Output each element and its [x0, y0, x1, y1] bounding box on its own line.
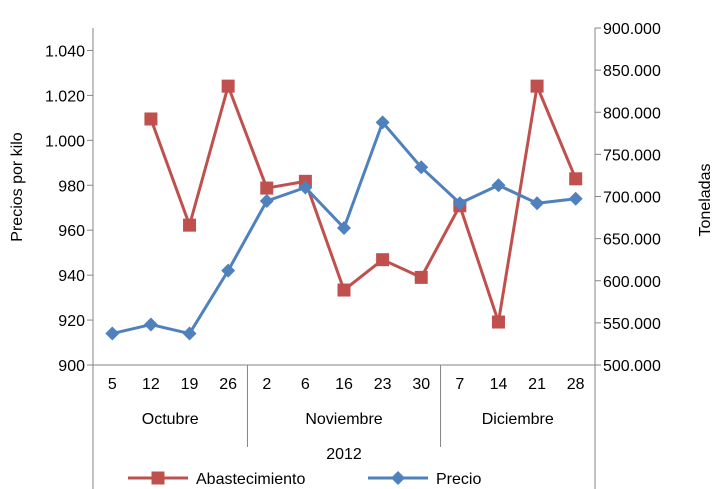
y-left-tick-label: 1.000: [45, 133, 85, 150]
series-abastecimiento: [144, 79, 583, 329]
x-tick-label: 2: [262, 376, 271, 393]
data-point: [337, 283, 351, 297]
y-right-tick-label: 900.000: [603, 21, 661, 38]
data-point: [182, 326, 197, 341]
y-left-tick-label: 940: [58, 268, 85, 285]
legend-marker: [151, 471, 165, 485]
data-point: [414, 160, 429, 175]
data-point: [337, 220, 351, 235]
x-tick-label: 6: [301, 376, 310, 393]
data-point: [144, 112, 158, 126]
y-right-tick-label: 500.000: [603, 358, 661, 375]
x-group-label: Noviembre: [305, 411, 382, 428]
x-year-label: 2012: [326, 446, 362, 463]
y-left-tick-label: 920: [58, 313, 85, 330]
data-point: [530, 79, 544, 93]
y-right-tick-label: 700.000: [603, 190, 661, 207]
data-point: [376, 253, 390, 267]
data-point: [414, 270, 428, 284]
x-tick-label: 28: [567, 376, 585, 393]
y-right-tick-label: 600.000: [603, 274, 661, 291]
x-group-label: Diciembre: [482, 411, 554, 428]
data-point: [221, 263, 236, 278]
x-tick-label: 19: [181, 376, 199, 393]
data-point: [452, 196, 467, 211]
data-point: [530, 196, 545, 211]
y-left-tick-label: 980: [58, 178, 85, 195]
y-left-tick-label: 1.040: [45, 43, 85, 60]
y-right-tick-label: 650.000: [603, 232, 661, 249]
data-point: [183, 218, 197, 232]
x-tick-label: 16: [335, 376, 353, 393]
x-tick-label: 14: [490, 376, 508, 393]
y-axis-right-label: Toneladas: [697, 164, 714, 237]
y-right-tick-label: 750.000: [603, 147, 661, 164]
data-point: [568, 191, 583, 206]
data-point: [259, 193, 274, 208]
data-point: [143, 317, 158, 332]
x-tick-label: 5: [108, 376, 117, 393]
x-group-label: Octubre: [142, 411, 199, 428]
data-point: [491, 178, 506, 193]
data-point: [260, 181, 274, 195]
chart-axes: 900 920 940 960 980 1.000 1.020 1.040 500.000 550…: [45, 21, 661, 489]
legend-item: Precio: [368, 471, 481, 488]
data-point: [221, 79, 235, 93]
legend-label: Precio: [436, 471, 481, 488]
data-point: [375, 115, 390, 130]
legend-marker: [391, 471, 405, 485]
chart-series: [105, 79, 583, 341]
series-line: [149, 84, 578, 324]
y-axis-left-label: Precios por kilo: [9, 132, 26, 241]
x-tick-label: 21: [528, 376, 546, 393]
x-tick-label: 23: [374, 376, 392, 393]
x-tick-label: 12: [142, 376, 160, 393]
data-point: [491, 315, 505, 329]
chart-legend: Abastecimiento Precio: [128, 471, 481, 488]
x-tick-label: 7: [455, 376, 464, 393]
legend-label: Abastecimiento: [196, 471, 305, 488]
x-tick-label: 30: [412, 376, 430, 393]
data-point: [569, 172, 583, 186]
data-point: [105, 326, 120, 341]
y-right-tick-label: 800.000: [603, 105, 661, 122]
y-right-tick-label: 850.000: [603, 63, 661, 80]
legend-item: Abastecimiento: [128, 471, 305, 488]
x-tick-label: 26: [219, 376, 237, 393]
y-left-tick-label: 900: [58, 358, 85, 375]
data-point: [298, 180, 313, 195]
series-precio: [105, 115, 583, 341]
y-right-tick-label: 550.000: [603, 316, 661, 333]
y-left-tick-label: 960: [58, 223, 85, 240]
y-left-tick-label: 1.020: [45, 88, 85, 105]
